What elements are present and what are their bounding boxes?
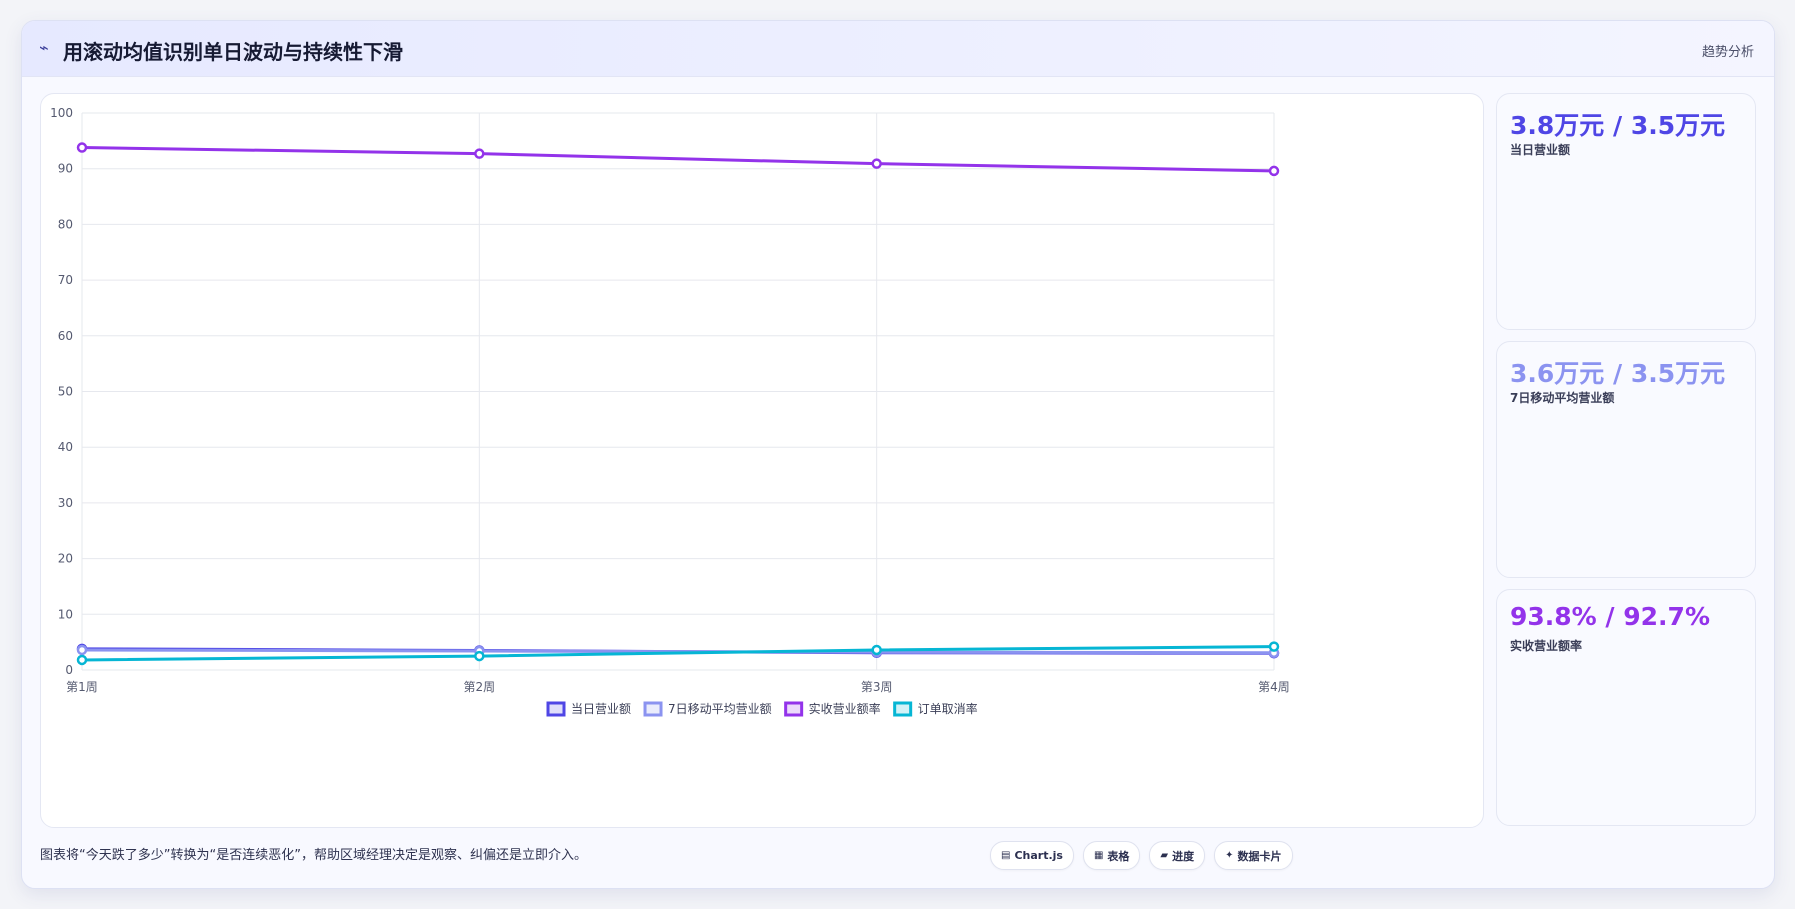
legend-swatch bbox=[643, 701, 663, 717]
legend-label: 实收营业额率 bbox=[809, 701, 881, 716]
metric-value: 3.8万元 / 3.5万元 bbox=[1510, 111, 1726, 140]
data-point bbox=[1268, 165, 1280, 177]
x-tick-label: 第4周 bbox=[1258, 680, 1290, 694]
sparkle-icon: ✦ bbox=[1225, 850, 1234, 861]
chip-label: 进度 bbox=[1172, 849, 1195, 863]
card-header: ⌁ 用滚动均值识别单日波动与持续性下滑 趋势分析 bbox=[22, 21, 1774, 77]
legend-swatch bbox=[546, 701, 566, 717]
chip-chartjs[interactable]: ▤ Chart.js bbox=[990, 841, 1074, 870]
y-tick-label: 100 bbox=[50, 106, 73, 120]
legend-item: 当日营业额 bbox=[546, 701, 631, 717]
metric-value: 93.8% / 92.7% bbox=[1510, 602, 1710, 631]
chart-icon: ▤ bbox=[1001, 850, 1011, 861]
metric-label: 实收营业额率 bbox=[1510, 639, 1583, 653]
y-tick-label: 60 bbox=[58, 329, 73, 343]
data-point bbox=[871, 644, 882, 656]
data-point bbox=[1268, 641, 1280, 652]
y-tick-label: 20 bbox=[58, 552, 73, 566]
data-point bbox=[76, 654, 88, 666]
y-tick-label: 10 bbox=[58, 607, 73, 621]
metric-label: 7日移动平均营业额 bbox=[1510, 391, 1615, 405]
legend-swatch bbox=[893, 701, 913, 717]
chart-legend: 当日营业额 7日移动平均营业额 实收营业额率 订单取消率 bbox=[546, 701, 978, 717]
x-tick-label: 第3周 bbox=[861, 680, 893, 694]
chip-label: Chart.js bbox=[1014, 849, 1063, 862]
y-tick-label: 90 bbox=[58, 162, 73, 176]
page-title: 用滚动均值识别单日波动与持续性下滑 bbox=[63, 40, 403, 64]
y-tick-label: 30 bbox=[58, 496, 73, 510]
y-tick-label: 70 bbox=[58, 273, 73, 287]
x-tick-label: 第2周 bbox=[464, 680, 496, 694]
legend-swatch bbox=[784, 701, 804, 717]
view-switcher: ▤ Chart.js ▦ 表格 ▰ 进度 ✦ 数据卡片 bbox=[990, 841, 1293, 870]
chart-panel: 0 10 20 30 40 50 60 70 80 90 100 第1周 第2周 第3周 第4周 当日营业… bbox=[40, 93, 1484, 828]
chip-table[interactable]: ▦ 表格 bbox=[1082, 841, 1141, 870]
table-icon: ▦ bbox=[1093, 850, 1104, 861]
legend-label: 当日营业额 bbox=[571, 702, 631, 716]
data-point bbox=[76, 644, 88, 656]
data-point bbox=[474, 148, 485, 159]
metric-card-daily-revenue: 3.8万元 / 3.5万元 当日营业额 bbox=[1496, 93, 1756, 330]
chip-label: 表格 bbox=[1107, 849, 1130, 863]
chip-data-card[interactable]: ✦ 数据卡片 bbox=[1214, 841, 1293, 870]
legend-item: 实收营业额率 bbox=[784, 701, 881, 717]
metric-card-moving-average: 3.6万元 / 3.5万元 7日移动平均营业额 bbox=[1496, 341, 1756, 578]
data-point bbox=[871, 158, 882, 169]
legend-item: 订单取消率 bbox=[893, 701, 978, 717]
y-tick-label: 0 bbox=[65, 663, 73, 677]
legend-item: 7日移动平均营业额 bbox=[643, 701, 772, 717]
footer-note: 图表将“今天跌了多少”转换为“是否连续恶化”，帮助区域经理决定是观察、纠偏还是立… bbox=[40, 848, 587, 863]
y-axis-ticks: 0 10 20 30 40 50 60 70 80 90 100 bbox=[50, 106, 73, 677]
data-point bbox=[474, 650, 485, 662]
series-line bbox=[81, 146, 1275, 173]
chip-progress[interactable]: ▰ 进度 bbox=[1149, 841, 1206, 870]
chart-grid bbox=[81, 112, 1275, 671]
chart-series bbox=[76, 142, 1280, 666]
legend-label: 7日移动平均营业额 bbox=[668, 702, 772, 716]
progress-icon: ▰ bbox=[1160, 850, 1169, 861]
trend-line-icon: ⌁ bbox=[39, 38, 49, 57]
metric-label: 当日营业额 bbox=[1510, 143, 1571, 157]
data-point bbox=[76, 142, 88, 153]
x-axis-ticks: 第1周 第2周 第3周 第4周 bbox=[66, 680, 1290, 694]
dashboard-card: ⌁ 用滚动均值识别单日波动与持续性下滑 趋势分析 0 10 20 30 40 50 60 70… bbox=[21, 20, 1775, 889]
header-tag: 趋势分析 bbox=[1701, 45, 1754, 60]
y-tick-label: 50 bbox=[58, 385, 73, 399]
metric-value: 3.6万元 / 3.5万元 bbox=[1510, 359, 1726, 388]
y-tick-label: 40 bbox=[58, 440, 73, 454]
y-tick-label: 80 bbox=[58, 217, 73, 231]
x-tick-label: 第1周 bbox=[66, 680, 98, 694]
line-chart: 0 10 20 30 40 50 60 70 80 90 100 第1周 第2周 第3周 第4周 当日营业… bbox=[50, 106, 1290, 717]
metric-card-collection-rate: 93.8% / 92.7% 实收营业额率 bbox=[1496, 589, 1756, 826]
series-line bbox=[81, 645, 1275, 662]
legend-label: 订单取消率 bbox=[918, 701, 978, 716]
chip-label: 数据卡片 bbox=[1237, 849, 1282, 863]
